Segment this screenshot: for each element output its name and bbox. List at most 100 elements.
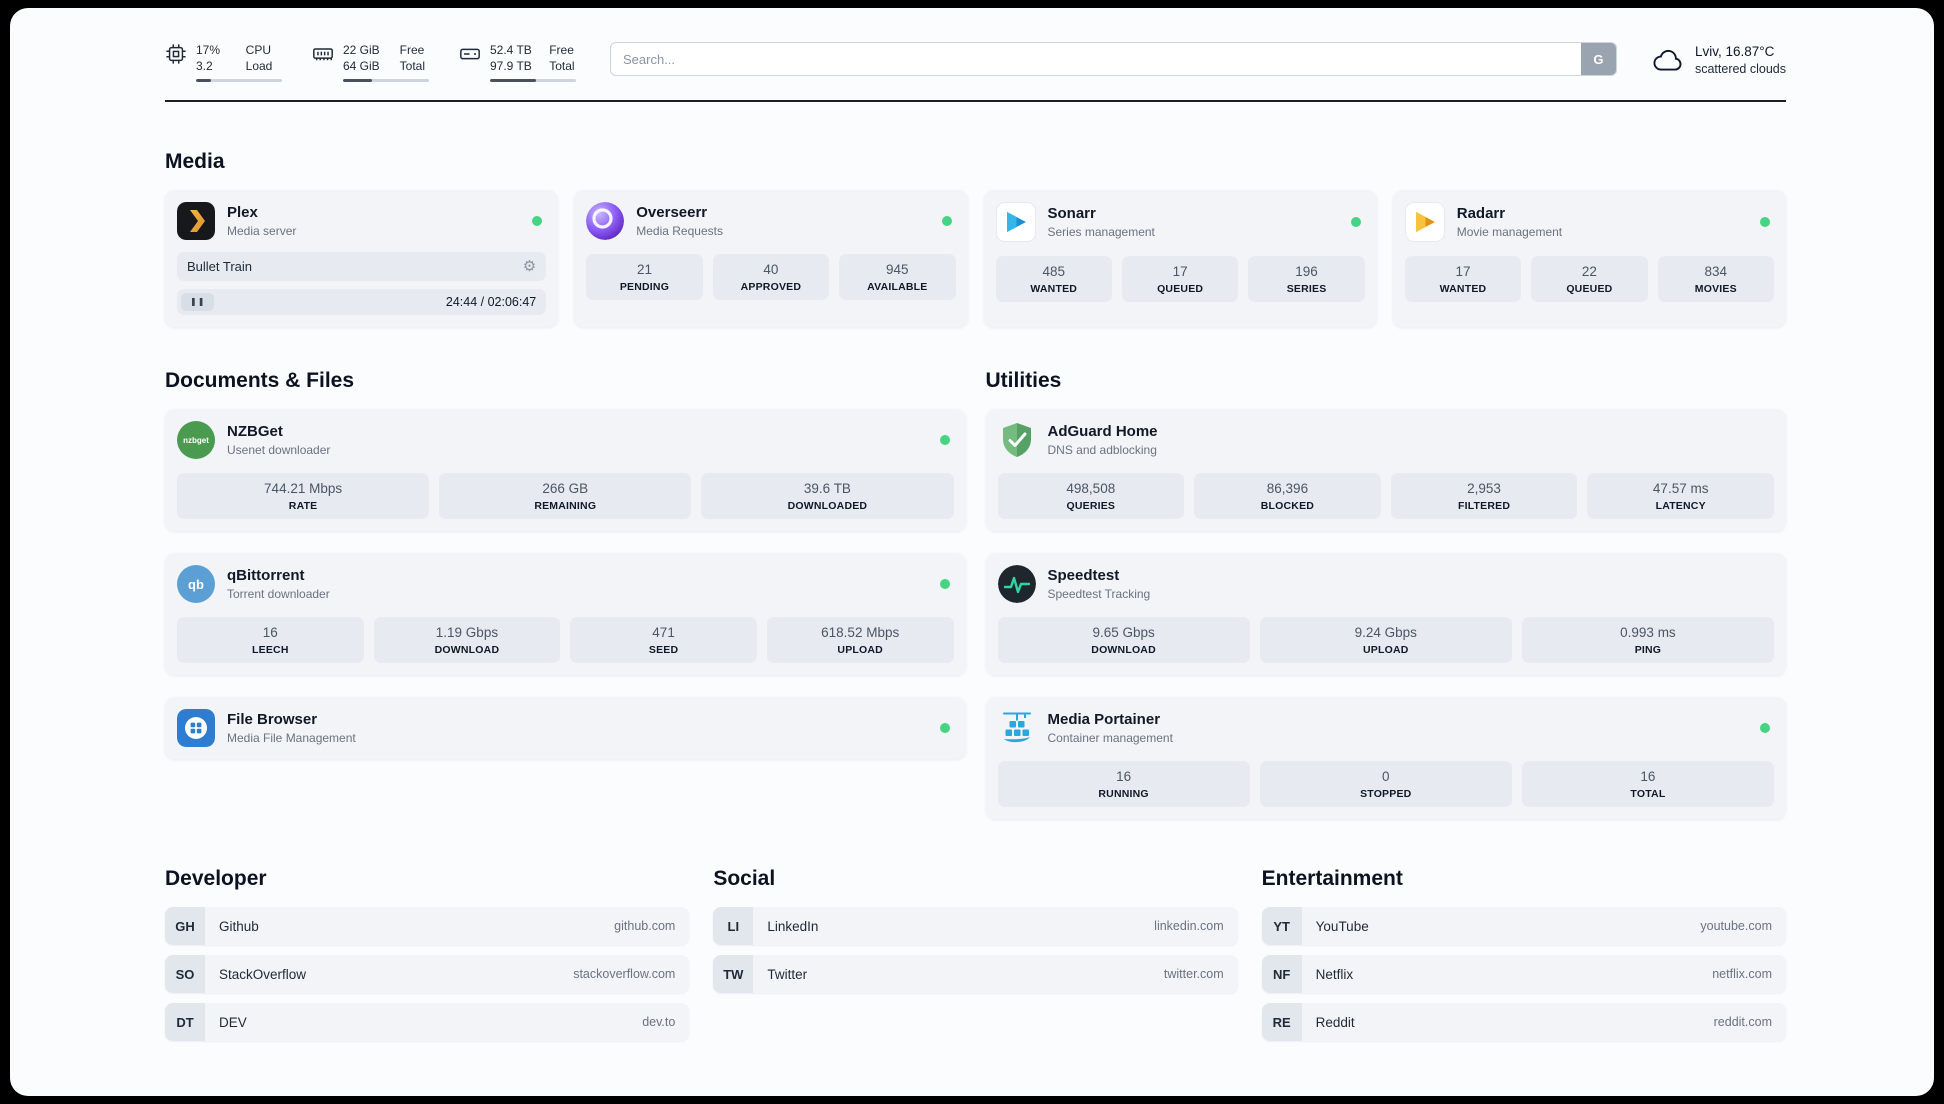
service-name: Speedtest — [1047, 567, 1120, 585]
bookmark-name: YouTube — [1315, 918, 1369, 934]
stat-tile: 196 SERIES — [1248, 256, 1365, 303]
sonarr-icon — [995, 202, 1036, 243]
service-card-speedtest[interactable]: Speedtest Speedtest Tracking 9.65 Gbps D… — [985, 553, 1786, 676]
bookmark-github[interactable]: GH Github github.com — [165, 907, 690, 946]
bookmark-group-developer: Developer GH Github github.com SO StackO… — [165, 867, 690, 1051]
dashboard: 17% CPU 3.2 Load — [10, 8, 1934, 1096]
disk-progress-track — [490, 79, 576, 83]
bookmark-abbr: DT — [165, 1003, 205, 1042]
bookmark-url: github.com — [614, 919, 676, 934]
stat-tile: 471 SEED — [570, 617, 757, 664]
disk-label-1: Free — [549, 43, 574, 57]
bookmark-youtube[interactable]: YT YouTube youtube.com — [1261, 907, 1786, 946]
cpu-label-1: CPU — [245, 43, 271, 57]
bookmark-url: reddit.com — [1713, 1015, 1772, 1030]
stat-tile: 22 QUEUED — [1531, 256, 1648, 303]
service-desc: Speedtest Tracking — [1047, 587, 1151, 602]
bookmark-name: StackOverflow — [219, 966, 307, 982]
service-card-radarr[interactable]: Radarr Movie management 17 WANTED 22 QUE… — [1392, 190, 1786, 328]
bookmark-abbr: TW — [713, 955, 754, 994]
disk-label-2: Total — [549, 59, 575, 74]
memory-free: 22 GiB — [343, 43, 380, 57]
disk-icon — [459, 43, 481, 65]
stat-tile: 1.19 Gbps DOWNLOAD — [373, 617, 561, 664]
service-desc: Usenet downloader — [227, 443, 331, 458]
section-title-social: Social — [713, 867, 776, 891]
cpu-icon — [165, 43, 187, 65]
cpu-load: 3.2 — [196, 59, 213, 74]
weather-location: Lviv, 16.87°C — [1694, 44, 1775, 59]
radarr-icon — [1404, 202, 1445, 243]
overseerr-icon — [586, 202, 625, 241]
stat-tile: 17 QUEUED — [1121, 256, 1239, 303]
memory-label-2: Total — [399, 59, 426, 74]
service-card-plex[interactable]: Plex Media server Bullet Train ⚙ ❚❚ 24:4… — [165, 190, 559, 328]
memory-total: 64 GiB — [343, 59, 380, 74]
status-dot — [939, 435, 950, 446]
search-input[interactable] — [610, 42, 1617, 76]
service-card-sonarr[interactable]: Sonarr Series management 485 WANTED 17 Q… — [983, 190, 1377, 328]
status-dot — [1350, 217, 1361, 228]
bookmark-name: Reddit — [1315, 1014, 1355, 1030]
system-widgets: 17% CPU 3.2 Load — [165, 42, 576, 83]
status-dot — [1760, 723, 1770, 734]
service-card-adguard[interactable]: AdGuard Home DNS and adblocking 498,508 … — [985, 409, 1786, 532]
status-dot — [939, 723, 950, 734]
service-name: File Browser — [227, 711, 318, 729]
service-desc: DNS and adblocking — [1047, 443, 1157, 458]
section-title-developer: Developer — [165, 867, 267, 891]
bookmark-name: Twitter — [767, 966, 808, 982]
bookmark-twitter[interactable]: TW Twitter twitter.com — [713, 955, 1238, 994]
memory-label-1: Free — [399, 43, 425, 57]
pause-icon[interactable]: ❚❚ — [181, 293, 215, 312]
stat-tile: 498,508 QUERIES — [997, 473, 1185, 520]
service-desc: Media File Management — [227, 731, 356, 746]
playback-bar: ❚❚ 24:44 / 02:06:47 — [177, 289, 547, 316]
service-name: Media Portainer — [1047, 711, 1161, 729]
bookmark-dev[interactable]: DT DEV dev.to — [165, 1003, 690, 1042]
cloud-icon — [1651, 46, 1685, 74]
bookmark-reddit[interactable]: RE Reddit reddit.com — [1261, 1003, 1786, 1042]
bookmark-url: netflix.com — [1712, 967, 1772, 982]
stat-tile: 0.993 ms PING — [1521, 617, 1775, 664]
bookmark-name: Github — [219, 918, 259, 934]
bookmark-url: twitter.com — [1163, 967, 1224, 982]
service-card-portainer[interactable]: Media Portainer Container management 16 … — [985, 697, 1786, 820]
stat-tile: 0 STOPPED — [1259, 761, 1512, 808]
cpu-progress-fill — [196, 79, 212, 83]
search-engine-button[interactable]: G — [1580, 43, 1616, 75]
bookmark-abbr: YT — [1261, 907, 1302, 946]
bookmark-stackoverflow[interactable]: SO StackOverflow stackoverflow.com — [165, 955, 690, 994]
stat-tile: 16 TOTAL — [1521, 761, 1775, 808]
status-dot — [941, 216, 952, 227]
bookmark-group-entertainment: Entertainment YT YouTube youtube.com NF … — [1261, 867, 1786, 1051]
service-desc: Movie management — [1456, 225, 1563, 240]
search-bar: G — [610, 42, 1617, 76]
memory-progress-track — [343, 79, 429, 83]
service-name: Overseerr — [636, 204, 708, 222]
stat-tile: 266 GB REMAINING — [439, 473, 692, 520]
service-card-qbittorrent[interactable]: qb qBittorrent Torrent downloader 16 LEE… — [165, 553, 966, 676]
service-desc: Series management — [1047, 225, 1155, 240]
filebrowser-icon — [177, 709, 215, 748]
bookmark-url: linkedin.com — [1154, 919, 1224, 934]
service-card-overseerr[interactable]: Overseerr Media Requests 21 PENDING 40 A… — [574, 190, 968, 328]
bookmark-netflix[interactable]: NF Netflix netflix.com — [1261, 955, 1786, 994]
disk-progress-fill — [490, 79, 537, 83]
bookmark-linkedin[interactable]: LI LinkedIn linkedin.com — [713, 907, 1238, 946]
service-card-nzbget[interactable]: nzbget NZBGet Usenet downloader 744.21 M… — [165, 409, 966, 532]
bookmark-name: Netflix — [1315, 966, 1354, 982]
stat-tile: 39.6 TB DOWNLOADED — [701, 473, 954, 520]
qbittorrent-icon: qb — [177, 565, 215, 604]
bookmark-abbr: NF — [1261, 955, 1302, 994]
service-desc: Media server — [227, 224, 297, 239]
disk-widget: 52.4 TB Free 97.9 TB Total — [459, 42, 576, 83]
section-media: Media Plex — [165, 150, 1786, 328]
stat-tile: 40 APPROVED — [712, 254, 830, 301]
service-card-filebrowser[interactable]: File Browser Media File Management — [165, 697, 966, 760]
gear-icon[interactable]: ⚙ — [522, 258, 537, 276]
cpu-label-2: Load — [245, 59, 273, 74]
stat-tile: 9.65 Gbps DOWNLOAD — [997, 617, 1250, 664]
memory-progress-fill — [343, 79, 373, 83]
header-divider — [165, 100, 1786, 103]
